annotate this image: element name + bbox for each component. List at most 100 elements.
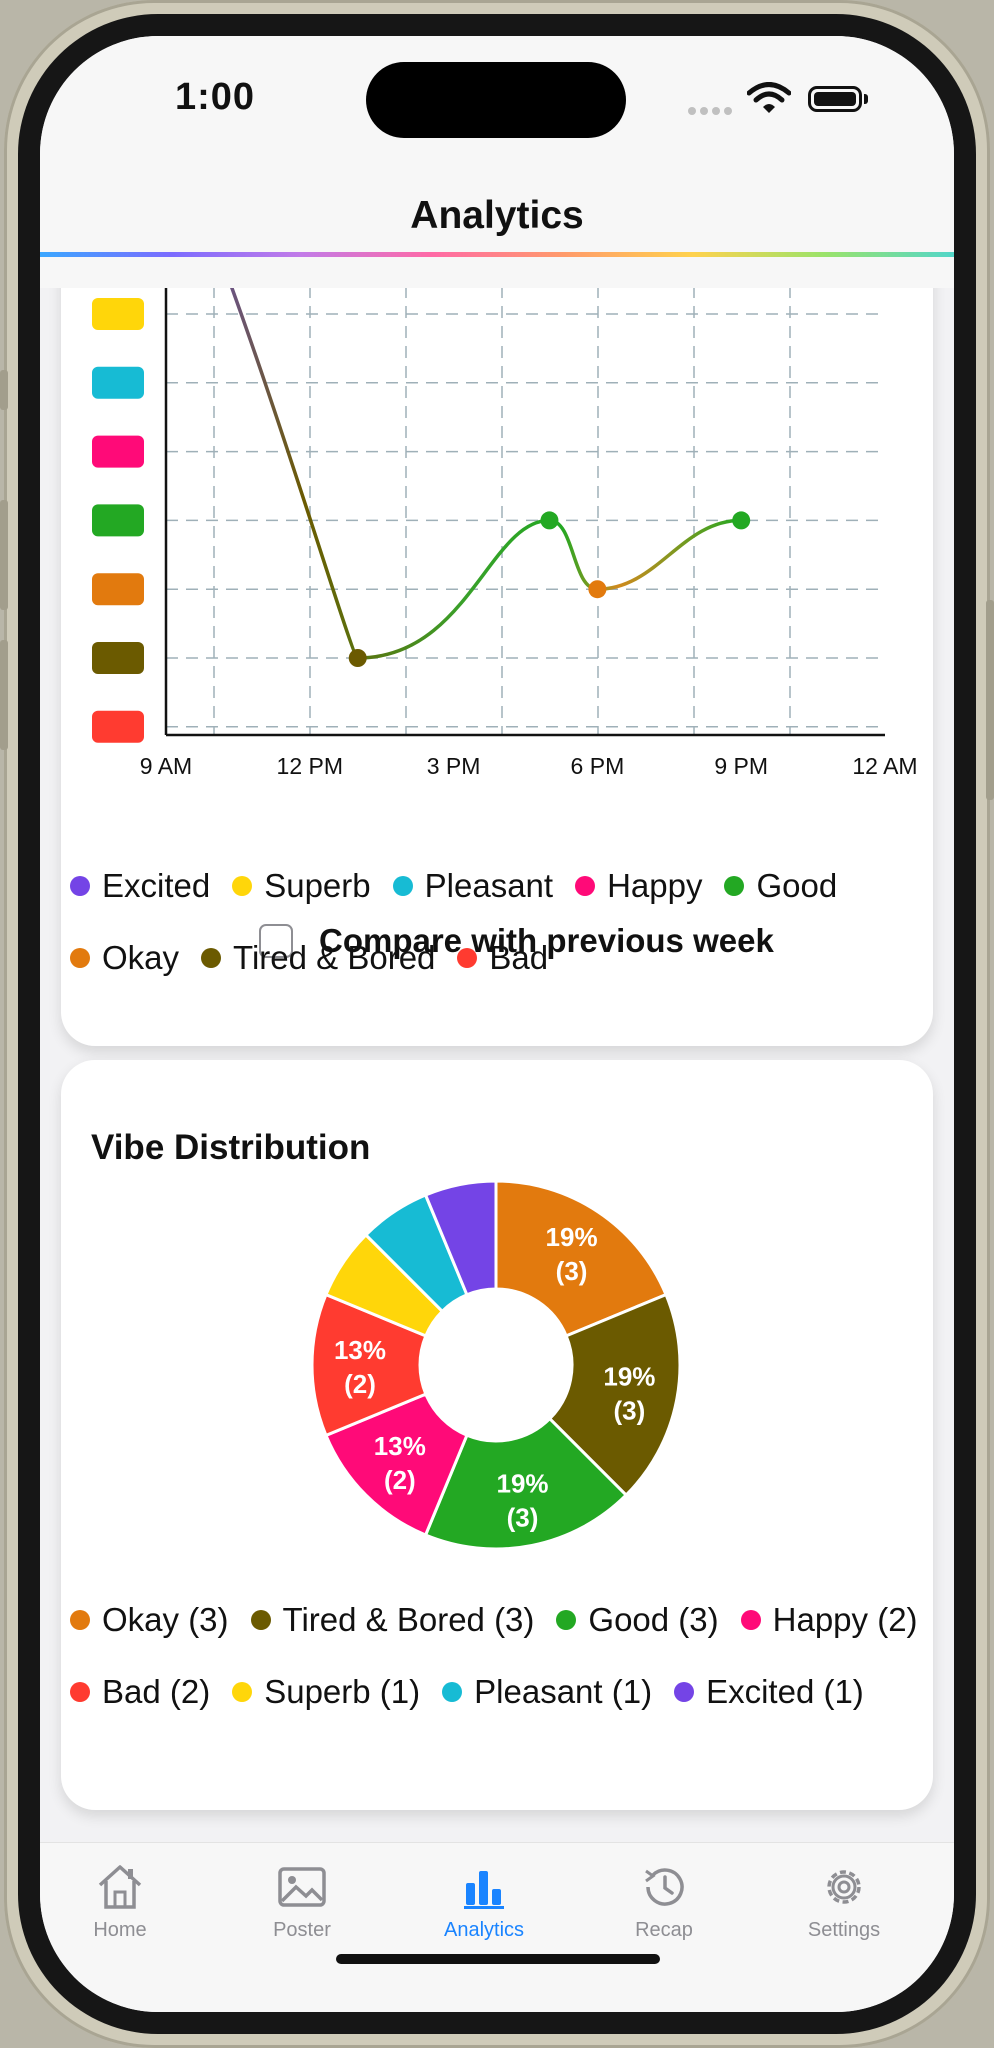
mood-legend-item: Bad — [457, 922, 548, 994]
x-tick-label: 9 PM — [714, 753, 768, 779]
legend-label: Excited (1) — [706, 1673, 864, 1710]
y-level-marker-happy — [92, 435, 144, 468]
mood-point[interactable] — [540, 511, 559, 530]
x-tick-label: 3 PM — [427, 753, 481, 779]
mood-legend-item: Okay — [70, 922, 179, 994]
wifi-icon — [747, 82, 791, 113]
tab-label: Home — [93, 1919, 147, 1941]
vibe-legend-item: Good (3) — [556, 1584, 719, 1656]
legend-dot-icon — [724, 876, 745, 896]
legend-label: Good (3) — [588, 1601, 719, 1638]
legend-dot-icon — [740, 1610, 761, 1630]
y-level-marker-bad — [92, 710, 144, 743]
tab-label: Poster — [273, 1919, 331, 1941]
legend-label: Bad — [489, 939, 549, 976]
home-indicator[interactable] — [336, 1954, 660, 1964]
legend-dot-icon — [201, 948, 222, 968]
legend-dot-icon — [232, 1682, 253, 1702]
legend-label: Good — [756, 867, 838, 904]
tab-settings[interactable]: Settings — [754, 1843, 934, 1942]
compare-label: Compare with previous week — [319, 922, 774, 959]
navigation-bar: Analytics — [40, 156, 954, 288]
history-icon — [645, 1868, 684, 1906]
house-icon — [98, 1865, 142, 1909]
y-level-marker-tired-bored — [92, 642, 144, 674]
legend-label: Tired & Bored — [233, 939, 436, 976]
device-volume-down-button — [0, 640, 8, 750]
mood-legend-item: Excited — [70, 850, 210, 922]
y-level-marker-okay — [92, 573, 144, 606]
mood-legend-item: Tired & Bored — [201, 922, 435, 994]
mood-legend-item: Good — [724, 850, 837, 922]
vibe-distribution-title: Vibe Distribution — [91, 1128, 371, 1167]
legend-dot-icon — [70, 876, 90, 896]
legend-dot-icon — [457, 948, 478, 968]
device-action-button — [0, 370, 8, 410]
mood-legend-item: Pleasant — [392, 850, 554, 922]
mood-line — [191, 186, 742, 660]
battery-tip — [864, 94, 868, 104]
vibe-legend-item: Superb (1) — [232, 1656, 420, 1728]
legend-dot-icon — [575, 876, 596, 896]
vibe-legend-item: Excited (1) — [674, 1656, 864, 1728]
x-tick-label: 12 AM — [852, 753, 917, 779]
vibe-legend-item: Okay (3) — [70, 1584, 229, 1656]
cellular-signal-icon — [688, 102, 736, 120]
battery-icon — [808, 86, 862, 112]
mood-legend-item: Superb — [232, 850, 371, 922]
x-tick-label: 6 PM — [571, 753, 625, 779]
legend-label: Pleasant (1) — [474, 1673, 653, 1710]
page-title: Analytics — [410, 194, 584, 237]
legend-dot-icon — [392, 876, 413, 896]
legend-dot-icon — [442, 1682, 463, 1702]
legend-label: Happy (2) — [772, 1601, 918, 1638]
tab-bar: Home Poster Analytics Recap Settings — [40, 1842, 954, 2012]
tab-poster[interactable]: Poster — [212, 1843, 392, 1942]
legend-label: Superb (1) — [264, 1673, 421, 1710]
legend-label: Excited — [102, 867, 211, 904]
vibe-legend-item: Happy (2) — [740, 1584, 918, 1656]
vibe-legend-item: Pleasant (1) — [442, 1656, 652, 1728]
legend-label: Tired & Bored (3) — [282, 1601, 535, 1638]
legend-label: Okay — [102, 939, 180, 976]
mood-point[interactable] — [732, 511, 751, 530]
y-level-marker-superb — [92, 298, 144, 330]
vibe-legend: Okay (3) Tired & Bored (3) Good (3) Happy (… — [70, 1584, 934, 1728]
y-level-marker-pleasant — [92, 366, 144, 399]
legend-dot-icon — [250, 1610, 271, 1630]
status-bar: 1:00 — [40, 36, 954, 156]
tab-label: Recap — [635, 1919, 693, 1941]
legend-label: Pleasant — [424, 867, 554, 904]
tab-label: Analytics — [443, 1919, 525, 1941]
legend-label: Superb — [264, 867, 371, 904]
phone-screen: 9 AM 12 PM 3 PM 6 PM 9 PM 12 AM Compare with … — [40, 36, 954, 2012]
legend-dot-icon — [70, 1610, 90, 1630]
x-tick-label: 12 PM — [277, 753, 343, 779]
tab-recap[interactable]: Recap — [574, 1843, 754, 1942]
photo-icon — [278, 1867, 326, 1907]
rainbow-divider — [40, 252, 954, 257]
vibe-legend-item: Bad (2) — [70, 1656, 210, 1728]
compare-toggle[interactable]: Compare with previous week — [259, 921, 774, 961]
gear-icon — [827, 1870, 861, 1904]
legend-dot-icon — [70, 948, 90, 968]
dynamic-island — [366, 62, 626, 138]
mood-legend-item: Happy — [575, 850, 702, 922]
legend-dot-icon — [70, 1682, 90, 1702]
compare-checkbox[interactable] — [259, 924, 293, 958]
tab-analytics[interactable]: Analytics — [394, 1843, 574, 1942]
legend-dot-icon — [556, 1610, 577, 1630]
device-volume-up-button — [0, 500, 8, 610]
legend-label: Happy — [607, 867, 703, 904]
tab-label: Settings — [807, 1919, 881, 1941]
status-time: 1:00 — [175, 76, 256, 118]
mood-point[interactable] — [588, 580, 607, 599]
mood-point[interactable] — [348, 649, 367, 667]
legend-dot-icon — [674, 1682, 695, 1702]
legend-label: Bad (2) — [102, 1673, 211, 1710]
y-level-marker-good — [92, 504, 144, 537]
device-power-button — [986, 600, 994, 800]
legend-label: Okay (3) — [102, 1601, 229, 1638]
legend-dot-icon — [232, 876, 253, 896]
tab-home[interactable]: Home — [40, 1843, 210, 1942]
